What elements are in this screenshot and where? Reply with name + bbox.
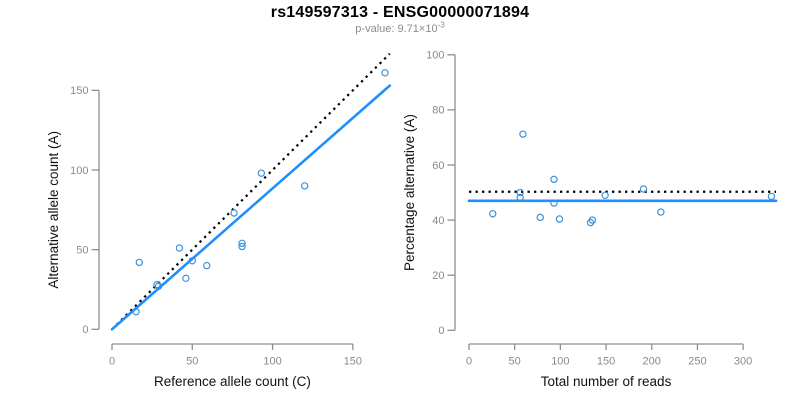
y-axis-title: Alternative allele count (A) bbox=[46, 131, 61, 289]
x-tick-label: 100 bbox=[551, 356, 569, 368]
data-point bbox=[154, 282, 163, 290]
data-point bbox=[135, 258, 143, 267]
y-tick-label: 100 bbox=[70, 165, 88, 177]
data-point bbox=[300, 182, 309, 190]
data-point bbox=[238, 239, 246, 247]
data-point bbox=[489, 210, 497, 218]
panel-allele-counts: 0 50 100 150 0 50 100 150 Reference allele count… bbox=[46, 52, 392, 389]
figure-subtitle: p-value: 9.71×10-3 bbox=[0, 20, 800, 35]
data-point bbox=[182, 274, 190, 283]
x-tick-label: 200 bbox=[643, 356, 661, 368]
data-point bbox=[536, 213, 544, 222]
y-tick-label: 50 bbox=[76, 244, 88, 256]
identity-line bbox=[111, 52, 391, 331]
data-point bbox=[516, 188, 524, 197]
regression-line bbox=[110, 84, 392, 331]
panel-percentage-alternative: 0 50 100 150 200 250 300 0 20 40 60 80 100 Total numb… bbox=[402, 50, 778, 389]
y-axis-title: Percentage alternative (A) bbox=[402, 114, 417, 271]
x-tick-label: 150 bbox=[597, 356, 615, 368]
y-tick-label: 100 bbox=[426, 50, 444, 62]
y-tick-label: 20 bbox=[432, 270, 444, 282]
data-point bbox=[767, 192, 776, 201]
x-tick-label: 300 bbox=[734, 356, 752, 368]
x-axis-title: Reference allele count (C) bbox=[154, 374, 311, 389]
data-point bbox=[238, 242, 246, 251]
data-point bbox=[516, 193, 524, 202]
x-tick-label: 250 bbox=[688, 356, 706, 368]
data-point bbox=[550, 199, 558, 207]
x-tick-label: 150 bbox=[344, 356, 362, 368]
data-point bbox=[175, 244, 184, 252]
data-point bbox=[601, 191, 609, 200]
figure-title: rs149597313 - ENSG00000071894 bbox=[270, 4, 530, 21]
x-axis-title: Total number of reads bbox=[541, 374, 672, 389]
y-tick-label: 150 bbox=[70, 85, 88, 97]
data-point bbox=[188, 257, 196, 265]
data-point bbox=[203, 261, 211, 270]
x-tick-label: 0 bbox=[466, 356, 472, 368]
data-point bbox=[657, 208, 665, 216]
y-tick-label: 40 bbox=[432, 215, 444, 227]
pvalue-exponent: -3 bbox=[437, 20, 445, 30]
data-point bbox=[550, 175, 558, 184]
pvalue-text: p-value: 9.71×10 bbox=[355, 23, 438, 35]
y-tick-label: 80 bbox=[432, 105, 444, 117]
data-point bbox=[555, 215, 564, 223]
x-tick-label: 50 bbox=[509, 356, 521, 368]
x-tick-label: 50 bbox=[186, 356, 198, 368]
y-tick-label: 0 bbox=[438, 325, 444, 337]
data-point bbox=[257, 169, 266, 177]
y-tick-label: 60 bbox=[432, 160, 444, 172]
data-point bbox=[153, 280, 161, 289]
x-tick-label: 100 bbox=[263, 356, 281, 368]
data-point bbox=[588, 216, 597, 224]
data-point bbox=[132, 308, 140, 316]
x-tick-label: 0 bbox=[109, 356, 115, 368]
y-tick-label: 0 bbox=[82, 324, 88, 336]
data-point bbox=[381, 69, 389, 77]
data-point bbox=[230, 209, 238, 217]
data-point bbox=[519, 130, 527, 138]
data-point bbox=[639, 185, 648, 193]
